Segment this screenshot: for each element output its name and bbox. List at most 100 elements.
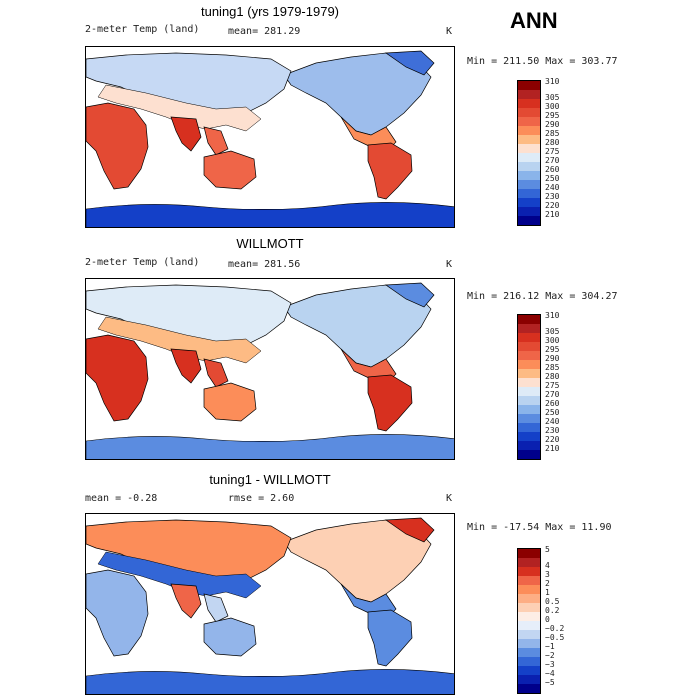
colorbar-tick-label: 285 <box>545 129 560 138</box>
panel-3-rmse-label: rmse = 2.60 <box>228 493 295 504</box>
colorbar-tick-label: 240 <box>545 417 560 426</box>
colorbar-tick-label: 210 <box>545 210 560 219</box>
colorbar-swatch <box>518 594 540 603</box>
colorbar-tick-label: 280 <box>545 372 560 381</box>
colorbar-tick-label: 3 <box>545 570 550 579</box>
colorbar-swatch <box>518 378 540 387</box>
colorbar-swatch <box>518 549 540 558</box>
colorbar-swatch <box>518 144 540 153</box>
colorbar-swatch <box>518 126 540 135</box>
colorbar-swatch <box>518 450 540 459</box>
colorbar-swatch <box>518 216 540 225</box>
colorbar-tick-label: 250 <box>545 174 560 183</box>
colorbar-swatch <box>518 360 540 369</box>
colorbar-tick-label: −3 <box>545 660 555 669</box>
colorbar-tick-label: 275 <box>545 381 560 390</box>
colorbar-swatch <box>518 405 540 414</box>
colorbar-tick-label: −0.2 <box>545 624 565 633</box>
panel-1-map <box>85 46 455 228</box>
colorbar-tick-label: 295 <box>545 111 560 120</box>
colorbar-swatch <box>518 171 540 180</box>
colorbar-swatch <box>518 621 540 630</box>
colorbar-tick-label: 300 <box>545 102 560 111</box>
panel-1-colorbar <box>517 80 541 226</box>
colorbar-tick-label: 290 <box>545 120 560 129</box>
colorbar-tick-label: 295 <box>545 345 560 354</box>
panel-2-minmax: Min = 216.12 Max = 304.27 <box>467 291 618 302</box>
colorbar-swatch <box>518 567 540 576</box>
colorbar-swatch <box>518 630 540 639</box>
colorbar-tick-label: 240 <box>545 183 560 192</box>
colorbar-swatch <box>518 81 540 90</box>
colorbar-swatch <box>518 99 540 108</box>
colorbar-swatch <box>518 90 540 99</box>
colorbar-tick-label: 275 <box>545 147 560 156</box>
colorbar-tick-label: 210 <box>545 444 560 453</box>
panel-3-title: tuning1 - WILLMOTT <box>209 472 331 487</box>
colorbar-tick-label: 5 <box>545 544 550 554</box>
colorbar-swatch <box>518 585 540 594</box>
colorbar-swatch <box>518 189 540 198</box>
colorbar-tick-label: 220 <box>545 435 560 444</box>
panel-2-variable-label: 2-meter Temp (land) <box>85 257 200 268</box>
colorbar-tick-label: −5 <box>545 678 555 687</box>
colorbar-tick-label: 220 <box>545 201 560 210</box>
colorbar-tick-label: 300 <box>545 336 560 345</box>
colorbar-swatch <box>518 684 540 693</box>
colorbar-swatch <box>518 369 540 378</box>
colorbar-swatch <box>518 180 540 189</box>
panel-3-mean-label: mean = -0.28 <box>85 493 158 504</box>
colorbar-tick-label: 290 <box>545 354 560 363</box>
panel-3-map <box>85 513 455 695</box>
colorbar-swatch <box>518 153 540 162</box>
colorbar-tick-label: 0 <box>545 615 550 624</box>
colorbar-swatch <box>518 657 540 666</box>
colorbar-swatch <box>518 351 540 360</box>
panel-3-unit: K <box>446 493 453 504</box>
season-title: ANN <box>510 8 558 33</box>
colorbar-tick-label: −2 <box>545 651 555 660</box>
colorbar-tick-label: 270 <box>545 156 560 165</box>
panel-2-map-svg <box>86 282 454 459</box>
colorbar-tick-label: 270 <box>545 390 560 399</box>
colorbar-swatch <box>518 333 540 342</box>
colorbar-tick-label: −1 <box>545 642 555 651</box>
panel-1-unit: K <box>446 26 453 37</box>
panel-1-map-svg <box>86 50 454 227</box>
colorbar-tick-label: 285 <box>545 363 560 372</box>
colorbar-tick-label: 305 <box>545 327 560 336</box>
colorbar-tick-label: 310 <box>545 310 560 320</box>
colorbar-swatch <box>518 423 540 432</box>
colorbar-swatch <box>518 432 540 441</box>
colorbar-swatch <box>518 441 540 450</box>
colorbar-swatch <box>518 576 540 585</box>
panel-2-colorbar <box>517 314 541 460</box>
panel-1-title: tuning1 (yrs 1979-1979) <box>200 4 340 19</box>
panel-1-mean-label: mean= 281.29 <box>228 26 301 37</box>
colorbar-swatch <box>518 135 540 144</box>
colorbar-tick-label: 305 <box>545 93 560 102</box>
colorbar-tick-label: −0.5 <box>545 633 565 642</box>
panel-3-colorbar <box>517 548 541 694</box>
panel-2-map <box>85 278 455 460</box>
colorbar-swatch <box>518 558 540 567</box>
colorbar-swatch <box>518 648 540 657</box>
colorbar-swatch <box>518 603 540 612</box>
panel-1-variable-label: 2-meter Temp (land) <box>85 24 200 35</box>
colorbar-tick-label: 310 <box>545 76 560 86</box>
colorbar-swatch <box>518 162 540 171</box>
panel-2-mean-label: mean= 281.56 <box>228 259 301 270</box>
colorbar-tick-label: 4 <box>545 561 550 570</box>
colorbar-swatch <box>518 666 540 675</box>
colorbar-swatch <box>518 387 540 396</box>
colorbar-swatch <box>518 612 540 621</box>
colorbar-swatch <box>518 198 540 207</box>
panel-3-minmax: Min = -17.54 Max = 11.90 <box>467 522 612 533</box>
colorbar-swatch <box>518 396 540 405</box>
colorbar-tick-label: 0.2 <box>545 606 560 615</box>
colorbar-swatch <box>518 315 540 324</box>
colorbar-swatch <box>518 414 540 423</box>
colorbar-tick-label: 260 <box>545 399 560 408</box>
colorbar-tick-label: 280 <box>545 138 560 147</box>
colorbar-tick-label: 230 <box>545 192 560 201</box>
